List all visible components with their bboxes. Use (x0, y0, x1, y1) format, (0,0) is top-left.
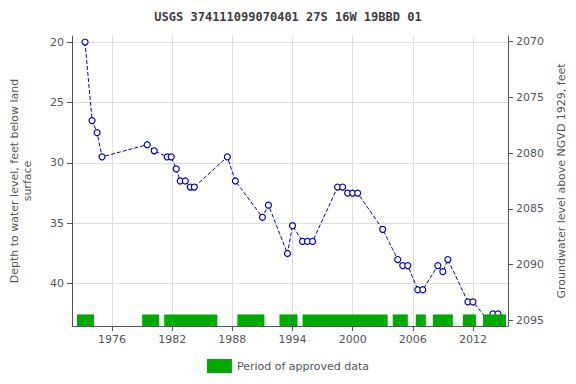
svg-text:2075: 2075 (516, 91, 544, 104)
svg-text:25: 25 (50, 96, 64, 109)
svg-text:1988: 1988 (218, 333, 246, 346)
svg-text:1994: 1994 (279, 333, 307, 346)
svg-text:Depth to water level, feet bel: Depth to water level, feet below land (8, 79, 21, 284)
svg-text:20: 20 (50, 36, 64, 49)
svg-text:40: 40 (50, 277, 64, 290)
svg-text:1982: 1982 (158, 333, 186, 346)
svg-text:surface: surface (21, 160, 34, 201)
svg-text:2012: 2012 (459, 333, 487, 346)
svg-text:2095: 2095 (516, 314, 544, 327)
svg-text:35: 35 (50, 217, 64, 230)
svg-text:USGS 374111099070401 27S 16W 1: USGS 374111099070401 27S 16W 19BBD 01 (154, 10, 421, 24)
svg-text:Period of approved data: Period of approved data (237, 360, 369, 373)
svg-text:30: 30 (50, 156, 64, 169)
svg-text:Groundwater level above NGVD 1: Groundwater level above NGVD 1929, feet (555, 63, 568, 299)
svg-text:2070: 2070 (516, 35, 544, 48)
svg-text:2000: 2000 (339, 333, 367, 346)
svg-text:1976: 1976 (98, 333, 126, 346)
svg-text:2006: 2006 (399, 333, 427, 346)
svg-text:2085: 2085 (516, 202, 544, 215)
svg-text:2080: 2080 (516, 147, 544, 160)
svg-text:2090: 2090 (516, 258, 544, 271)
